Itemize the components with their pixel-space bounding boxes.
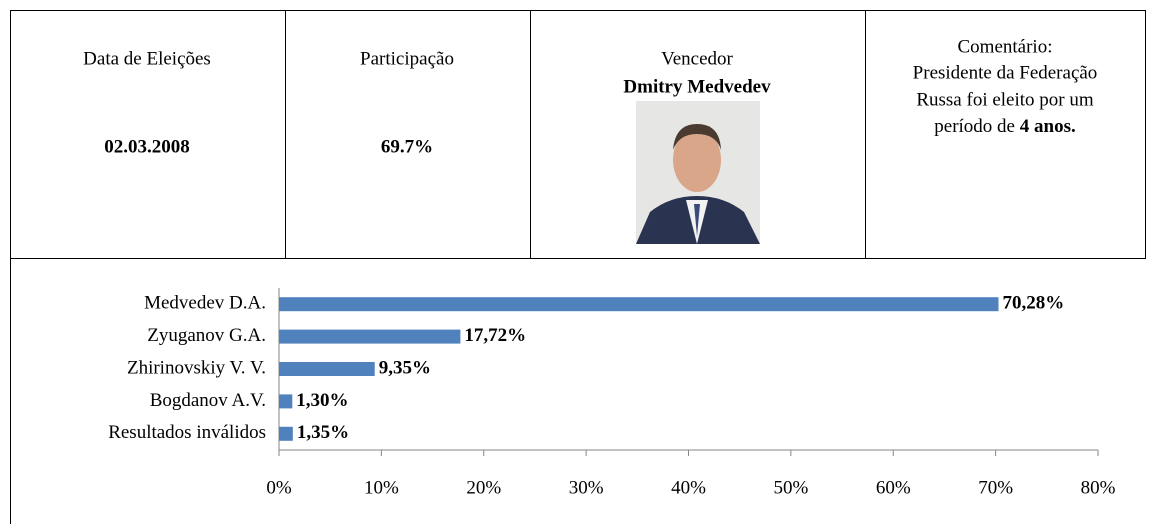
comment-line: período de: [934, 116, 1015, 137]
value-label: 70,28%: [1002, 293, 1064, 314]
winner-photo: [636, 101, 760, 244]
x-tick-label: 40%: [671, 477, 706, 498]
bar: [279, 362, 375, 376]
value-label: 9,35%: [379, 357, 431, 378]
comment-line: período de 4 anos.: [934, 116, 1075, 137]
comment-emphasis: 4 anos.: [1020, 116, 1076, 137]
x-tick-label: 50%: [773, 477, 808, 498]
table-border: [10, 10, 1146, 259]
category-label: Zhirinovskiy V. V.: [127, 357, 266, 378]
bar: [279, 297, 999, 312]
value-label: 1,35%: [297, 422, 349, 443]
category-label: Bogdanov A.V.: [150, 390, 266, 411]
comment-line: Presidente da Federação: [913, 62, 1098, 83]
bar: [279, 329, 461, 344]
cell-value: 02.03.2008: [104, 136, 190, 157]
bar: [279, 394, 293, 409]
x-tick-label: 80%: [1081, 477, 1116, 498]
x-tick-label: 60%: [876, 477, 911, 498]
comment-line: Russa foi eleito por um: [916, 89, 1094, 110]
x-tick-label: 10%: [364, 477, 399, 498]
value-label: 1,30%: [296, 390, 348, 411]
comment-line: Comentário:: [958, 36, 1053, 57]
bar: [279, 426, 293, 441]
cell-label: Data de Eleições: [83, 48, 211, 69]
cell-label: Participação: [360, 48, 454, 69]
category-label: Medvedev D.A.: [144, 293, 266, 314]
cell-label: Vencedor: [661, 48, 733, 69]
cell-value: 69.7%: [381, 136, 433, 157]
x-tick-label: 30%: [569, 477, 604, 498]
winner-name: Dmitry Medvedev: [623, 76, 771, 97]
x-tick-label: 70%: [978, 477, 1013, 498]
x-tick-label: 20%: [466, 477, 501, 498]
header-table: Data de Eleições 02.03.2008 Participação…: [10, 10, 1146, 524]
category-label: Zyuganov G.A.: [147, 325, 266, 346]
value-label: 17,72%: [464, 325, 526, 346]
category-label: Resultados inválidos: [108, 422, 266, 443]
chart: 0% 10% 20% 30% 40% 50% 60% 70% 80% Medvedev D.A. 7…: [108, 288, 1116, 498]
x-tick-label: 0%: [266, 477, 292, 498]
